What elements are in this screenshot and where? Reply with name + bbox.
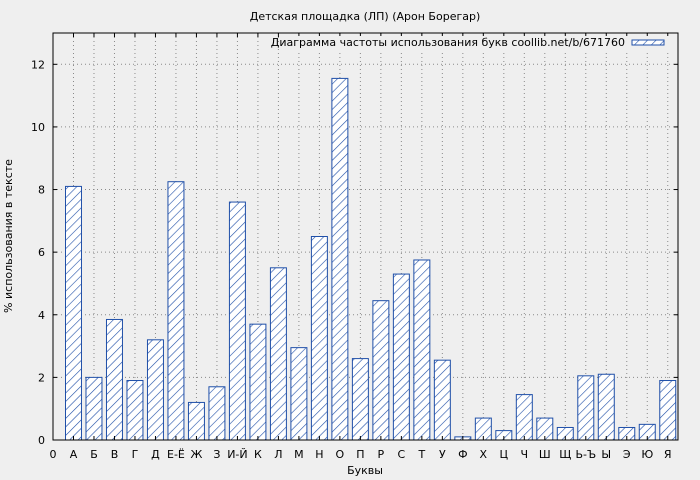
x-tick-label: И-Й xyxy=(227,448,247,461)
bar xyxy=(577,375,595,441)
x-tick-label: Ж xyxy=(191,448,203,461)
x-tick-label: Х xyxy=(480,448,488,461)
bar xyxy=(372,300,390,441)
x-tick-label: Е-Ё xyxy=(167,448,185,461)
x-tick-label: З xyxy=(213,448,220,461)
x-tick-label: Ч xyxy=(521,448,529,461)
x-tick-label: Ц xyxy=(500,448,509,461)
y-tick-label: 2 xyxy=(38,371,45,384)
x-tick-label: Щ xyxy=(559,448,571,461)
bar xyxy=(597,373,615,441)
x-tick-label: П xyxy=(356,448,364,461)
y-tick-label: 6 xyxy=(38,246,45,259)
x-tick-label: Л xyxy=(274,448,282,461)
chart-title: Детская площадка (ЛП) (Арон Борегар) xyxy=(250,10,481,23)
x-tick-label: Р xyxy=(378,448,385,461)
plot-border xyxy=(52,32,679,441)
x-tick-label: У xyxy=(439,448,446,461)
bar xyxy=(659,380,677,441)
x-tick-label: Ь-Ъ xyxy=(575,448,596,461)
bar xyxy=(392,273,410,441)
x-tick-label: Ы xyxy=(601,448,611,461)
x-tick-label: Д xyxy=(151,448,160,461)
x-tick-label: Э xyxy=(623,448,631,461)
bar xyxy=(413,259,431,441)
y-tick-label: 0 xyxy=(38,434,45,447)
bar xyxy=(310,236,328,441)
bar xyxy=(167,181,185,441)
legend: Диаграмма частоты использования букв coo… xyxy=(271,36,674,50)
legend-background xyxy=(286,36,674,50)
bar xyxy=(269,267,287,441)
x-tick-label: С xyxy=(398,448,406,461)
bar xyxy=(433,359,451,441)
x-axis-title: Буквы xyxy=(347,464,383,477)
y-axis-title: % использования в тексте xyxy=(2,159,15,313)
x-tick-label: Н xyxy=(315,448,323,461)
x-tick-label: Т xyxy=(417,448,425,461)
bar xyxy=(105,318,123,441)
y-tick-label: 4 xyxy=(38,309,45,322)
x-tick-label: О xyxy=(336,448,345,461)
bar xyxy=(126,380,144,441)
x-tick-label: Ю xyxy=(641,448,653,461)
x-tick-label: В xyxy=(111,448,119,461)
bar xyxy=(515,394,533,441)
y-tick-label: 10 xyxy=(31,121,45,134)
y-tick-label: 12 xyxy=(31,58,45,71)
x-tick-label: К xyxy=(254,448,262,461)
x-tick-label: Ш xyxy=(539,448,551,461)
bar xyxy=(146,339,164,441)
legend-label: Диаграмма частоты использования букв coo… xyxy=(271,36,625,49)
x-tick-label-zero: 0 xyxy=(50,448,57,461)
bar xyxy=(351,358,369,441)
legend-swatch xyxy=(631,39,665,46)
x-tick-label: Г xyxy=(132,448,139,461)
x-tick-label: Я xyxy=(664,448,672,461)
y-tick-label: 8 xyxy=(38,184,45,197)
bar xyxy=(249,323,267,441)
bar xyxy=(85,376,103,441)
x-tick-label: М xyxy=(294,448,304,461)
bar xyxy=(208,386,226,441)
bars xyxy=(65,77,677,441)
x-axis-ticks: 0 А Б В Г Д Е-Ё Ж З И-Й К Л М Н О П Р С Т У Ф Х Ц Ч Ш Щ Ь-Ъ Ы Э Ю Я xyxy=(50,33,672,461)
x-tick-label: Б xyxy=(90,448,98,461)
y-axis-ticks: 0 2 4 6 8 10 12 xyxy=(31,58,678,447)
bar xyxy=(187,401,205,441)
bar xyxy=(65,185,82,441)
x-tick-label: Ф xyxy=(458,448,467,461)
x-tick-label: А xyxy=(70,448,78,461)
bar xyxy=(331,77,349,441)
bar xyxy=(290,347,308,441)
bar xyxy=(228,201,246,441)
